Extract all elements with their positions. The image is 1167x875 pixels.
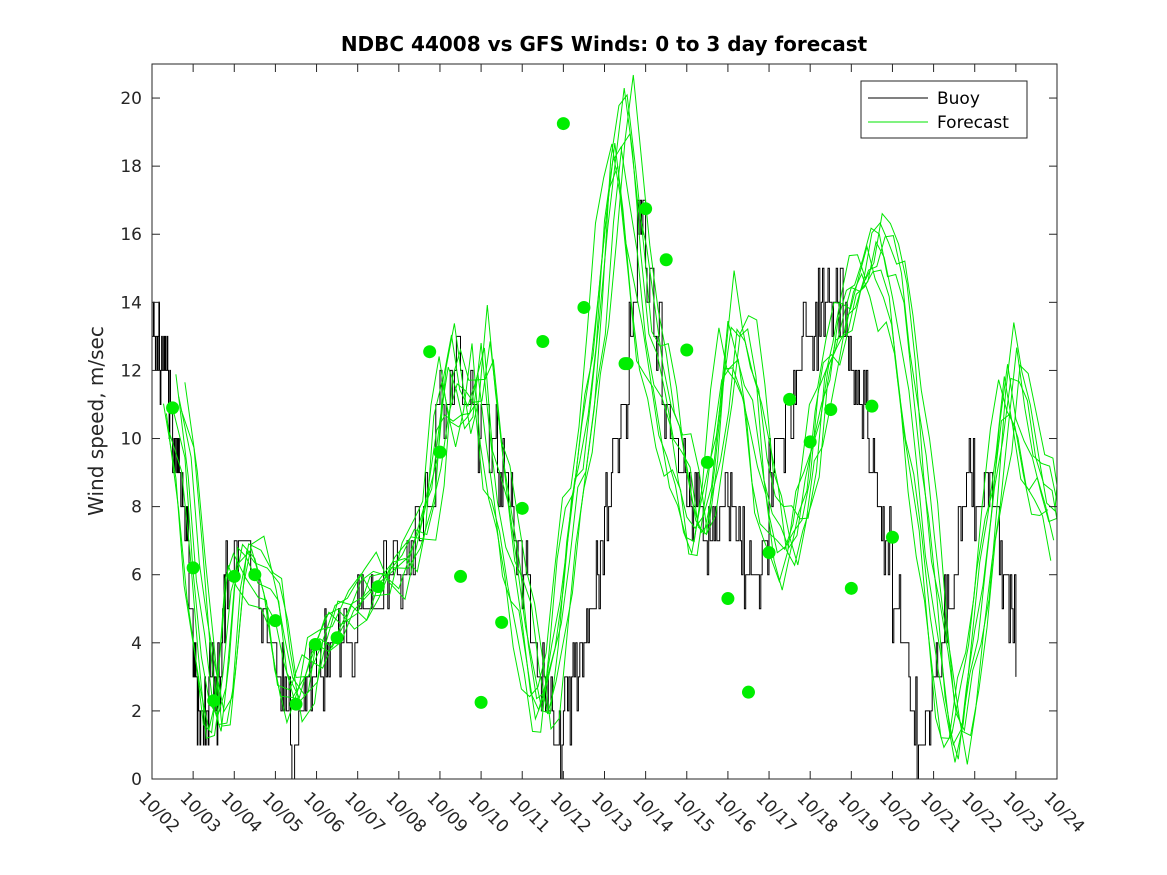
- legend-buoy-label: Buoy: [937, 89, 980, 109]
- forecast-series-line: [165, 143, 1052, 749]
- forecast-marker: [289, 697, 303, 711]
- y-tick-label: 18: [120, 157, 142, 177]
- x-tick-label: 10/14: [628, 788, 677, 837]
- x-tick-label: 10/17: [752, 788, 801, 837]
- forecast-marker: [556, 117, 570, 131]
- forecast-marker: [620, 357, 634, 371]
- forecast-series-line: [181, 132, 1058, 765]
- forecast-marker: [207, 694, 221, 708]
- x-tick-label: 10/18: [793, 788, 842, 837]
- forecast-marker: [495, 615, 509, 629]
- forecast-marker: [680, 343, 694, 357]
- forecast-marker: [885, 530, 899, 544]
- x-tick-label: 10/13: [587, 788, 636, 837]
- forecast-marker: [762, 546, 776, 560]
- y-tick-label: 12: [120, 361, 142, 381]
- y-tick-label: 0: [131, 770, 142, 790]
- forecast-marker: [844, 581, 858, 595]
- y-axis-label: Wind speed, m/sec: [84, 326, 108, 516]
- forecast-marker: [741, 685, 755, 699]
- y-tick-label: 16: [120, 225, 142, 245]
- x-tick-label: 10/19: [834, 788, 883, 837]
- x-tick-label: 10/21: [916, 788, 965, 837]
- x-tick-label: 10/07: [340, 788, 389, 837]
- x-tick-label: 10/23: [998, 788, 1047, 837]
- forecast-marker: [454, 569, 468, 583]
- forecast-markers: [166, 117, 899, 711]
- forecast-marker: [515, 501, 529, 515]
- forecast-marker: [248, 568, 262, 582]
- forecast-marker: [659, 253, 673, 267]
- y-tick-label: 10: [120, 430, 142, 450]
- y-tick-label: 2: [131, 702, 142, 722]
- x-tick-label: 10/06: [299, 788, 348, 837]
- x-tick-label: 10/12: [546, 788, 595, 837]
- x-tick-label: 10/11: [505, 788, 554, 837]
- x-tick-label: 10/16: [710, 788, 759, 837]
- forecast-series-line: [168, 165, 1055, 763]
- legend-forecast-label: Forecast: [937, 113, 1009, 133]
- forecast-marker: [186, 561, 200, 575]
- y-tick-label: 8: [131, 498, 142, 518]
- forecast-series-line: [175, 88, 1058, 746]
- chart-legend: Buoy Forecast: [860, 80, 1028, 139]
- y-tick-label: 6: [131, 566, 142, 586]
- legend-box: [860, 80, 1028, 139]
- chart-series: [152, 74, 1058, 780]
- x-tick-label: 10/10: [464, 788, 513, 837]
- forecast-marker: [227, 569, 241, 583]
- forecast-marker: [700, 455, 714, 469]
- forecast-marker: [577, 300, 591, 314]
- x-tick-label: 10/09: [422, 788, 471, 837]
- x-tick-label: 10/15: [669, 788, 718, 837]
- forecast-marker: [639, 202, 653, 216]
- forecast-marker: [824, 403, 838, 417]
- forecast-marker: [803, 435, 817, 449]
- chart-title: NDBC 44008 vs GFS Winds: 0 to 3 day fore…: [341, 32, 868, 56]
- forecast-marker: [865, 399, 879, 413]
- forecast-series-line: [163, 143, 1049, 739]
- plot-background: [152, 64, 1057, 779]
- chart-axes: [152, 64, 1057, 779]
- forecast-marker: [166, 401, 180, 415]
- forecast-marker: [721, 592, 735, 606]
- x-tick-label: 10/05: [258, 788, 307, 837]
- x-tick-label: 10/03: [176, 788, 225, 837]
- y-tick-label: 20: [120, 89, 142, 109]
- x-tick-label: 10/02: [134, 788, 183, 837]
- y-tick-label: 4: [131, 634, 142, 654]
- forecast-marker: [783, 392, 797, 406]
- forecast-marker: [536, 334, 550, 348]
- x-tick-label: 10/04: [217, 788, 266, 837]
- y-tick-label: 14: [120, 293, 142, 313]
- forecast-marker: [423, 345, 437, 359]
- x-tick-label: 10/22: [957, 788, 1006, 837]
- forecast-marker: [268, 614, 282, 628]
- forecast-marker: [371, 580, 385, 594]
- x-tick-label: 10/24: [1039, 788, 1088, 837]
- forecast-marker: [308, 638, 322, 652]
- forecast-marker: [433, 445, 447, 459]
- forecast-marker: [330, 631, 344, 645]
- plot-border: [151, 63, 1058, 780]
- x-tick-label: 10/20: [875, 788, 924, 837]
- forecast-series-line: [178, 93, 1058, 732]
- forecast-series-line: [184, 74, 1058, 737]
- forecast-series-line: [172, 145, 1058, 760]
- x-tick-label: 10/08: [381, 788, 430, 837]
- forecast-marker: [474, 695, 488, 709]
